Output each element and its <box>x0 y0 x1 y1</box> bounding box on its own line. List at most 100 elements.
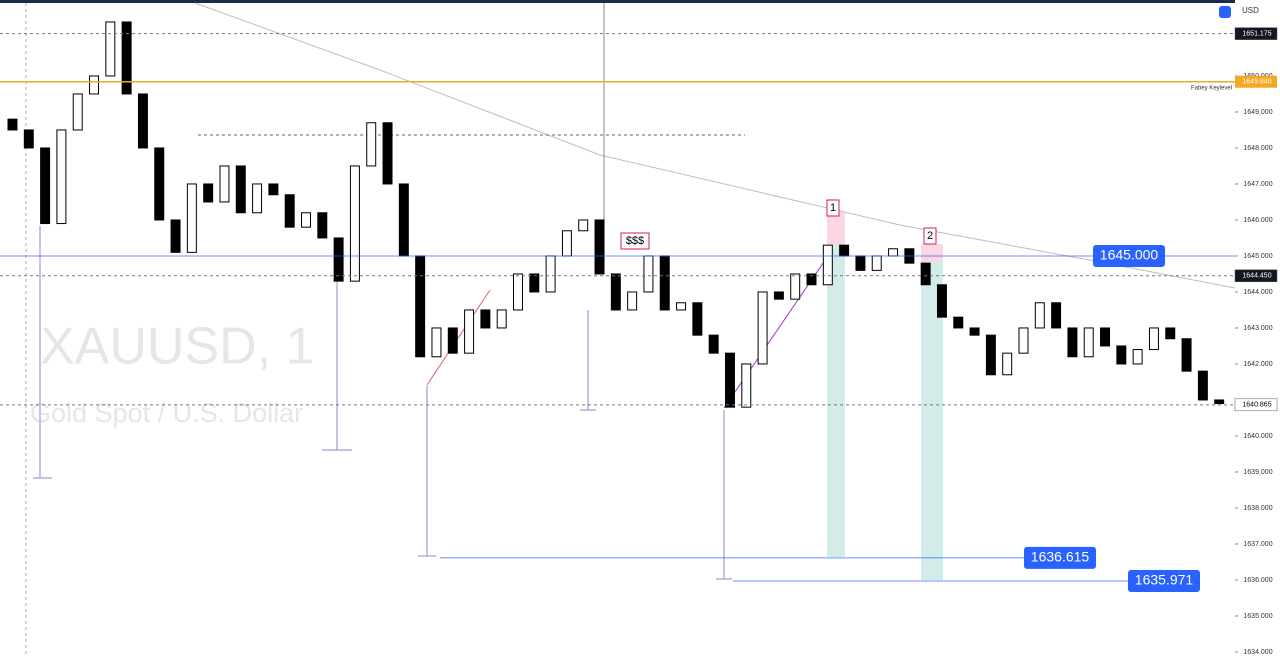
candle <box>1148 327 1159 351</box>
candle <box>89 75 100 95</box>
annotation: 2 <box>927 230 933 242</box>
candle <box>398 183 409 257</box>
annotation-box <box>620 232 650 250</box>
candle <box>1165 327 1176 340</box>
watermark-description: Gold Spot / U.S. Dollar <box>30 398 303 428</box>
y-tick-label: 1644.000 <box>1243 289 1272 296</box>
candle <box>888 248 899 257</box>
candle <box>773 291 784 300</box>
candle <box>1083 327 1094 358</box>
candle <box>757 291 768 365</box>
candle <box>301 212 311 228</box>
currency: USD <box>1242 6 1259 15</box>
target-label: 1635.971 <box>1135 572 1194 588</box>
y-tick-label: 1634.000 <box>1243 649 1272 656</box>
candle <box>871 255 882 271</box>
candle <box>610 273 621 311</box>
candle <box>1051 302 1062 329</box>
candle <box>839 244 850 257</box>
candle <box>985 334 996 376</box>
candle <box>382 122 393 185</box>
candle <box>431 327 442 358</box>
candle <box>447 327 458 354</box>
candle <box>529 273 540 293</box>
zone <box>921 244 943 262</box>
candle <box>170 219 181 253</box>
zone <box>827 245 845 557</box>
candle <box>1214 399 1225 405</box>
y-tick-label: 1638.000 <box>1243 505 1272 512</box>
top-bar <box>0 0 1280 3</box>
target-label: 1636.615 <box>1031 549 1090 565</box>
candle <box>284 194 295 228</box>
price-label-box <box>1234 398 1278 412</box>
zone <box>827 212 845 245</box>
candle <box>1002 352 1013 376</box>
candle <box>56 129 67 225</box>
price-label-box <box>1235 75 1277 88</box>
y-tick-label: 1649.000 <box>1243 109 1272 116</box>
candle <box>855 255 866 271</box>
candle <box>708 334 719 354</box>
candle <box>23 129 34 149</box>
y-tick-label: 1637.000 <box>1243 541 1272 548</box>
candle <box>822 244 833 286</box>
candle <box>349 165 360 282</box>
annotation: 1 <box>830 202 836 214</box>
price-label: 1644.450 <box>1242 273 1271 280</box>
y-tick-label: 1647.000 <box>1243 181 1272 188</box>
candle <box>333 237 344 282</box>
y-tick-label: 1643.000 <box>1243 325 1272 332</box>
candle <box>741 363 752 408</box>
watermark-symbol: XAUUSD, 1 <box>40 318 315 376</box>
candle <box>203 183 214 203</box>
target-box <box>1128 570 1200 593</box>
zone <box>921 262 943 580</box>
candle <box>724 352 735 408</box>
candle <box>545 255 556 293</box>
candle <box>72 93 83 131</box>
price-label: 1640.865 <box>1242 402 1271 409</box>
candle <box>1067 327 1078 358</box>
candle <box>186 183 197 253</box>
candle <box>366 122 377 167</box>
candle <box>953 316 964 329</box>
candle <box>464 309 475 354</box>
candle <box>1018 327 1029 354</box>
y-tick-label: 1646.000 <box>1243 217 1272 224</box>
price-label: 1651.175 <box>1242 31 1271 38</box>
candle <box>317 212 328 239</box>
annotation-box <box>826 199 840 217</box>
candle <box>268 183 279 196</box>
candle <box>1181 338 1192 372</box>
candle <box>692 302 703 336</box>
target-label: 1645.000 <box>1100 247 1159 263</box>
price-label-box <box>1234 27 1278 40</box>
y-tick-label: 1645.000 <box>1243 253 1272 260</box>
candle <box>480 309 491 329</box>
y-tick-label: 1636.000 <box>1243 577 1272 584</box>
candle <box>154 147 165 221</box>
candle <box>105 21 116 77</box>
price-label-box <box>1234 269 1278 283</box>
y-tick-label: 1640.000 <box>1243 433 1272 440</box>
y-tick-label: 1639.000 <box>1243 469 1272 476</box>
candle <box>1116 345 1127 365</box>
annotation-box <box>923 227 937 245</box>
candle <box>578 219 589 232</box>
key-level-name: Fabey Keylevel <box>1191 85 1232 91</box>
candle <box>790 273 801 300</box>
candle <box>7 118 18 131</box>
candle <box>920 262 931 286</box>
annotation: $$$ <box>626 235 644 247</box>
candle <box>594 219 605 275</box>
candle <box>121 21 132 95</box>
candle <box>137 93 148 149</box>
price-label: 1649.840 <box>1242 79 1271 86</box>
candle <box>1197 370 1208 401</box>
candle <box>513 273 523 311</box>
candle <box>969 327 980 336</box>
candle <box>252 183 263 214</box>
candle <box>627 291 638 311</box>
candle <box>1034 302 1045 329</box>
